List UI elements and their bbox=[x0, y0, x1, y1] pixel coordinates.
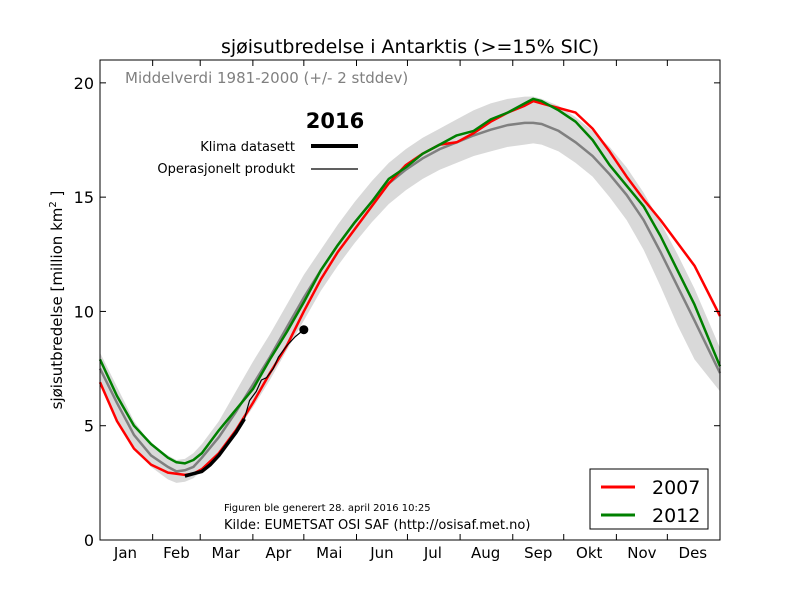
stddev-band bbox=[100, 96, 720, 483]
plot-area: 0 5 10 15 20 Jan Feb Mar Apr Mai Jun Jul Aug Sep Okt No… bbox=[74, 59, 722, 562]
y-tick-label: 5 bbox=[84, 417, 94, 436]
x-tick-label: Sep bbox=[524, 544, 552, 562]
y-axis-label: sjøisutbredelse [million km2 ] bbox=[48, 191, 66, 410]
y-axis-label-sup: 2 bbox=[48, 201, 59, 207]
y-tick-label: 10 bbox=[74, 302, 94, 321]
x-tick-label: Mai bbox=[316, 544, 342, 562]
series-line-klima-datasett bbox=[184, 417, 246, 478]
mean-line bbox=[98, 121, 722, 473]
x-tick-label: Aug bbox=[471, 544, 500, 562]
x-tick-label: Nov bbox=[627, 544, 656, 562]
latest-value-marker bbox=[299, 325, 309, 335]
x-tick-label: Des bbox=[679, 544, 708, 562]
legend-label-operasjonelt: Operasjonelt produkt bbox=[157, 162, 295, 177]
mean-label: Middelverdi 1981-2000 (+/- 2 stddev) bbox=[125, 69, 408, 87]
x-tick-label: Jan bbox=[113, 544, 137, 562]
x-tick-label: Feb bbox=[163, 544, 190, 562]
series-legend: 2007 2012 bbox=[589, 468, 709, 530]
x-tick-label: Apr bbox=[265, 544, 292, 562]
y-tick-label: 15 bbox=[74, 188, 94, 207]
y-tick-label: 0 bbox=[84, 531, 94, 550]
series-line-2012 bbox=[98, 97, 722, 465]
y-axis-label-end: ] bbox=[48, 191, 66, 202]
plot-frame bbox=[99, 59, 721, 541]
legend-label-2012: 2012 bbox=[652, 505, 700, 527]
x-tick-label: Jul bbox=[423, 544, 442, 562]
generated-note: Figuren ble generert 28. april 2016 10:2… bbox=[224, 503, 431, 514]
legend-label-2007: 2007 bbox=[652, 477, 700, 499]
y-tick-label: 20 bbox=[74, 74, 94, 93]
y-axis-label-main: sjøisutbredelse [million km bbox=[48, 208, 66, 410]
x-tick-label: Okt bbox=[576, 544, 602, 562]
chart-title: sjøisutbredelse i Antarktis (>=15% SIC) bbox=[221, 36, 599, 58]
series-line-operasjonelt-produkt bbox=[243, 329, 305, 420]
series-legend-box bbox=[589, 468, 709, 530]
source-note: Kilde: EUMETSAT OSI SAF (http://osisaf.m… bbox=[224, 518, 530, 533]
x-tick-label: Mar bbox=[212, 544, 241, 562]
x-tick-label: Jun bbox=[369, 544, 393, 562]
legend-label-klima: Klima datasett bbox=[200, 140, 295, 155]
inner-legend-title: 2016 bbox=[306, 109, 364, 133]
